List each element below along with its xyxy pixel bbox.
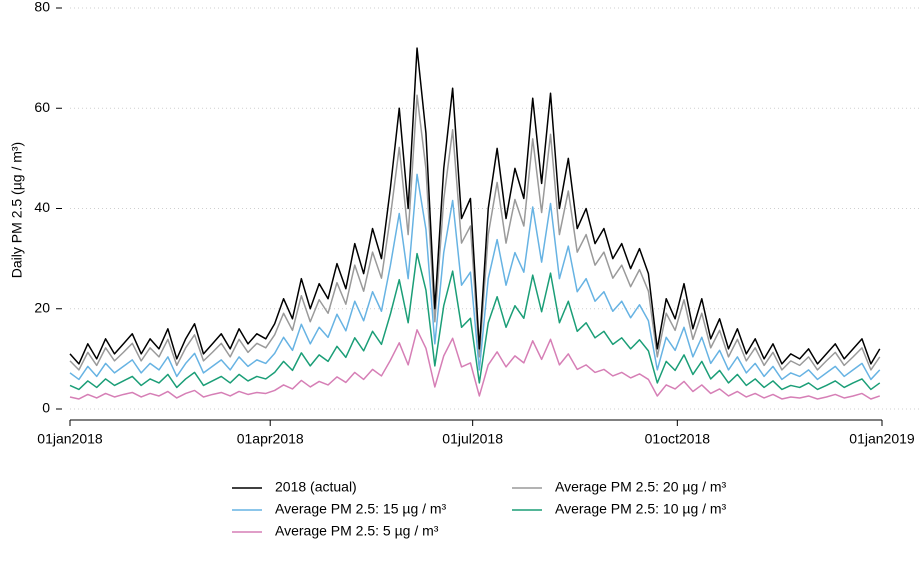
legend-label: Average PM 2.5: 5 µg / m³ <box>275 523 439 539</box>
series-line <box>69 252 881 391</box>
legend-label: Average PM 2.5: 20 µg / m³ <box>555 479 727 495</box>
series-line <box>69 47 881 365</box>
y-axis-label: Daily PM 2.5 (µg / m³) <box>9 142 25 278</box>
x-tick-label: 01jan2018 <box>37 431 103 447</box>
series-line <box>69 329 881 400</box>
y-tick-label: 60 <box>34 99 50 115</box>
x-tick-label: 01oct2018 <box>645 431 711 447</box>
series-line <box>69 173 881 381</box>
y-tick-label: 20 <box>34 299 50 315</box>
legend-label: Average PM 2.5: 10 µg / m³ <box>555 501 727 517</box>
y-tick-label: 80 <box>34 0 50 15</box>
legend-label: Average PM 2.5: 15 µg / m³ <box>275 501 447 517</box>
y-tick-label: 40 <box>34 199 50 215</box>
x-tick-label: 01apr2018 <box>237 431 304 447</box>
x-tick-label: 01jul2018 <box>442 431 503 447</box>
y-tick-label: 0 <box>42 400 50 416</box>
legend-label: 2018 (actual) <box>275 479 357 495</box>
x-tick-label: 01jan2019 <box>849 431 915 447</box>
series-line <box>69 94 881 371</box>
